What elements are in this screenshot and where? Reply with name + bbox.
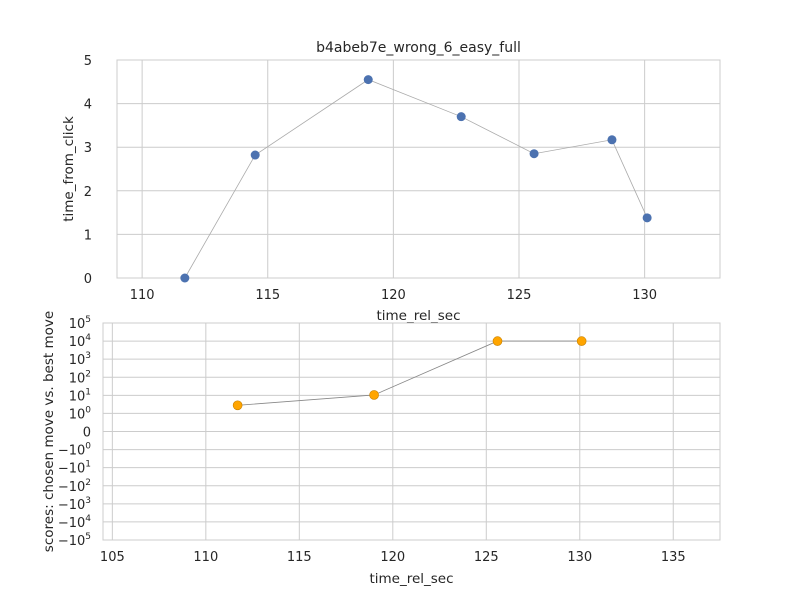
data-point bbox=[529, 149, 539, 159]
data-point bbox=[369, 390, 379, 400]
bottom-plot-x-ticks: 105 110 115 120 125 130 135 bbox=[100, 550, 686, 565]
chart-title: b4abeb7e_wrong_6_easy_full bbox=[316, 40, 521, 56]
bottom-x-axis-label: time_rel_sec bbox=[369, 571, 453, 587]
time-from-click-plot: 110 115 120 125 130 0 1 2 3 4 5 b4abeb7e_wrong_6_… bbox=[61, 40, 721, 324]
data-point bbox=[232, 400, 243, 411]
series-line bbox=[237, 340, 582, 406]
top-x-tick-label: 110 bbox=[130, 288, 155, 303]
bottom-y-tick-label: 100 bbox=[69, 405, 92, 422]
bottom-y-tick-label: 103 bbox=[69, 351, 91, 368]
bottom-y-tick-label: 102 bbox=[69, 369, 91, 386]
bottom-y-tick-label: 101 bbox=[69, 387, 91, 404]
bottom-y-tick-label: −101 bbox=[58, 460, 91, 477]
scores-plot: 105 110 115 120 125 130 135 105104103102101100… bbox=[41, 311, 721, 587]
bottom-y-tick-label: −105 bbox=[58, 532, 91, 549]
data-point bbox=[456, 112, 466, 122]
bottom-plot-marks bbox=[232, 336, 587, 411]
top-x-axis-label: time_rel_sec bbox=[376, 308, 460, 324]
bottom-y-tick-label: −103 bbox=[58, 496, 91, 513]
top-y-tick-label: 4 bbox=[84, 98, 92, 113]
bottom-x-tick-label: 130 bbox=[567, 550, 592, 565]
data-point bbox=[250, 150, 260, 160]
bottom-y-tick-label: 0 bbox=[83, 426, 91, 441]
data-point bbox=[607, 135, 617, 145]
top-plot-x-ticks: 110 115 120 125 130 bbox=[130, 288, 657, 303]
bottom-x-tick-label: 125 bbox=[474, 550, 499, 565]
bottom-y-tick-label: −104 bbox=[58, 514, 91, 531]
top-y-tick-label: 2 bbox=[84, 185, 92, 200]
top-plot-y-ticks: 0 1 2 3 4 5 bbox=[84, 54, 92, 287]
bottom-x-tick-label: 115 bbox=[287, 550, 312, 565]
data-point bbox=[576, 336, 587, 346]
bottom-y-tick-label: −100 bbox=[58, 442, 91, 459]
bottom-y-tick-label: 104 bbox=[69, 333, 92, 350]
bottom-y-tick-label: 105 bbox=[69, 315, 91, 332]
top-plot-marks bbox=[180, 75, 652, 283]
data-point bbox=[363, 75, 373, 85]
bottom-x-tick-label: 110 bbox=[193, 550, 218, 565]
bottom-x-tick-label: 120 bbox=[380, 550, 405, 565]
top-x-tick-label: 120 bbox=[381, 288, 406, 303]
top-x-tick-label: 115 bbox=[255, 288, 280, 303]
data-point bbox=[642, 213, 652, 223]
bottom-plot-frame bbox=[102, 322, 721, 541]
bottom-x-tick-label: 135 bbox=[661, 550, 686, 565]
bottom-x-tick-label: 105 bbox=[100, 550, 125, 565]
top-plot-frame bbox=[116, 59, 721, 279]
top-y-tick-label: 5 bbox=[84, 54, 92, 69]
bottom-y-axis-label: scores: chosen move vs. best move bbox=[41, 311, 57, 552]
top-x-tick-label: 130 bbox=[632, 288, 657, 303]
data-point bbox=[180, 273, 190, 283]
top-y-tick-label: 0 bbox=[84, 272, 92, 287]
top-x-tick-label: 125 bbox=[507, 288, 532, 303]
top-y-tick-label: 3 bbox=[84, 141, 92, 156]
bottom-y-tick-label: −102 bbox=[58, 478, 91, 495]
data-point bbox=[492, 336, 503, 346]
top-y-tick-label: 1 bbox=[84, 228, 92, 243]
top-y-axis-label: time_from_click bbox=[61, 116, 77, 222]
